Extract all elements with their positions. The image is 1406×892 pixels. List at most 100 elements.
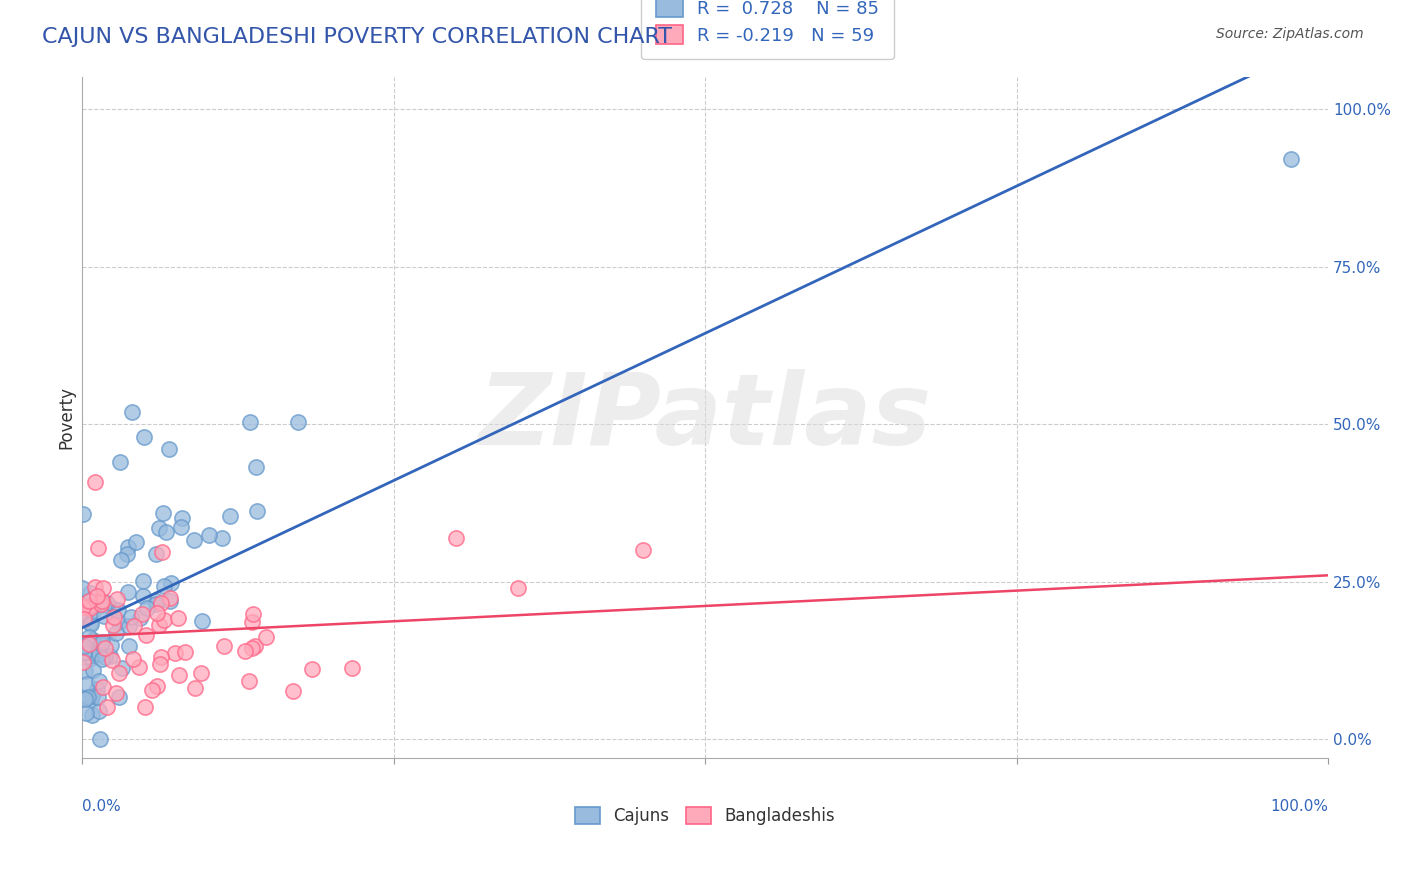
Cajuns [128,611,150,625]
Cajuns [77,630,100,644]
Cajuns [75,665,97,679]
Text: 100.0%: 100.0% [1270,799,1329,814]
Cajuns [80,616,103,631]
Cajuns [152,506,174,520]
Cajuns [101,601,124,615]
Bangladeshis [124,619,146,633]
Cajuns [87,673,110,688]
Bangladeshis [72,655,94,669]
Bangladeshis [84,475,107,490]
Bangladeshis [150,544,173,558]
Bangladeshis [105,591,128,606]
Bangladeshis [131,607,153,622]
Cajuns [89,597,111,611]
Cajuns [155,525,177,540]
Cajuns [79,615,101,630]
Cajuns [75,610,97,624]
Cajuns [118,640,141,654]
Cajuns [145,547,167,561]
Bangladeshis [96,699,118,714]
Cajuns [159,594,181,608]
Cajuns [83,646,105,660]
Cajuns [91,652,114,666]
Cajuns [86,681,108,696]
Bangladeshis [148,618,170,632]
Bangladeshis [444,531,467,545]
Cajuns [98,649,121,664]
Bangladeshis [72,599,94,614]
Bangladeshis [167,611,190,625]
Cajuns [77,690,100,705]
Cajuns [75,691,97,706]
Bangladeshis [152,613,174,627]
Bangladeshis [190,666,212,681]
Cajuns [73,639,96,653]
Bangladeshis [101,617,124,632]
Bangladeshis [146,678,169,692]
Cajuns [90,637,112,651]
Cajuns [72,507,94,521]
Cajuns [96,596,118,610]
Cajuns [118,619,141,633]
Text: ZIPatlas: ZIPatlas [478,369,932,467]
Cajuns [191,614,214,628]
Bangladeshis [340,661,363,675]
Cajuns [76,636,98,650]
Cajuns [219,509,242,524]
Bangladeshis [281,684,304,698]
Cajuns [132,574,155,588]
Bangladeshis [238,673,260,688]
Bangladeshis [128,660,150,674]
Cajuns [105,626,128,640]
Cajuns [82,633,104,648]
Bangladeshis [631,543,654,558]
Cajuns [211,532,233,546]
Text: 0.0%: 0.0% [82,799,121,814]
Bangladeshis [167,668,190,682]
Bangladeshis [84,580,107,594]
Cajuns [89,732,111,747]
Cajuns [132,589,155,603]
Cajuns [183,533,205,547]
Bangladeshis [233,644,256,658]
Cajuns [108,615,131,629]
Bangladeshis [79,594,101,608]
Cajuns [115,547,138,561]
Bangladeshis [91,593,114,607]
Bangladeshis [159,591,181,605]
Bangladeshis [108,665,131,680]
Bangladeshis [145,606,167,620]
Cajuns [100,638,122,652]
Cajuns [82,690,104,704]
Cajuns [134,430,156,444]
Cajuns [125,535,148,549]
Cajuns [110,660,132,674]
Cajuns [110,552,132,566]
Cajuns [198,528,221,542]
Cajuns [148,521,170,535]
Bangladeshis [212,640,235,654]
Cajuns [89,704,111,718]
Cajuns [160,576,183,591]
Bangladeshis [173,645,195,659]
Cajuns [72,581,94,595]
Cajuns [239,415,262,429]
Cajuns [108,455,131,469]
Bangladeshis [91,581,114,595]
Cajuns [76,677,98,691]
Bangladeshis [150,596,173,610]
Cajuns [117,540,139,554]
Cajuns [121,404,143,418]
Cajuns [120,610,142,624]
Bangladeshis [508,581,530,595]
Cajuns [90,635,112,649]
Cajuns [170,520,193,534]
Cajuns [1279,153,1302,167]
Bangladeshis [243,640,266,654]
Bangladeshis [184,681,207,695]
Cajuns [79,650,101,665]
Cajuns [79,586,101,600]
Bangladeshis [240,641,263,656]
Bangladeshis [149,650,172,665]
Bangladeshis [121,652,143,666]
